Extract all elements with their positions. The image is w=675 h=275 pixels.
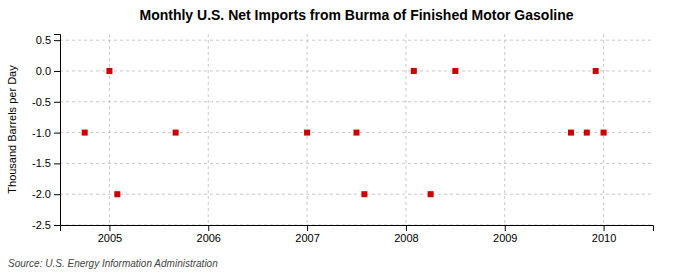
tick-label: 2007 [295,232,319,244]
tick-mark [109,225,110,231]
tick-mark [406,225,407,231]
x-axis: 2005 2006 2007 2008 2009 2010 [61,225,654,244]
tick: -1.5 [32,157,60,169]
grid-line [60,70,653,71]
tick-mark [208,225,209,231]
point [584,130,590,136]
point [568,130,574,136]
point [106,68,112,74]
grid-line [603,34,604,225]
grid-line [504,34,505,225]
tick-label: 0.0 [36,65,51,77]
tick: 0.0 [36,65,60,77]
grid-line [405,34,406,225]
points [82,68,607,197]
point [304,130,310,136]
tick-label: -1.5 [32,157,51,169]
grid-line [60,40,653,41]
grid-line [307,34,308,225]
tick-label: 2008 [394,232,418,244]
tick: -2.0 [32,188,60,200]
tick-mark [54,40,60,41]
tick-mark [54,133,60,134]
y-axis-title: Thousand Barrels per Day [6,65,18,194]
point [173,130,179,136]
point [361,191,367,197]
tick-label: 2009 [493,232,517,244]
y-axis: 0.5 0.0 -0.5 -1.0 -1.5 -2.0 -2.5 [32,34,60,231]
tick-label: 0.5 [36,34,51,46]
tick: 2007 [295,225,319,244]
tick-mark [54,194,60,195]
tick-label: -2.0 [32,188,51,200]
point [354,130,360,136]
tick: 2010 [592,225,616,244]
tick-mark [54,102,60,103]
tick-label: -2.5 [32,219,51,231]
tick: -1.0 [32,127,60,139]
point [114,191,120,197]
point [428,191,434,197]
grid-line [208,34,209,225]
tick-label: -0.5 [32,96,51,108]
plot: 2005 2006 2007 2008 2009 2010 0.5 0.0 -0.5 -1.0 -1… [32,34,653,244]
tick-label: 2010 [592,232,616,244]
tick: 0.5 [36,34,60,46]
tick-label: 2005 [98,232,122,244]
grid-line [60,163,653,164]
point [593,68,599,74]
tick-mark [307,225,308,231]
axis-line [61,226,654,232]
point [82,130,88,136]
grid [60,34,653,225]
tick: 2008 [394,225,418,244]
point [452,68,458,74]
tick: 2005 [98,225,122,244]
grid-line [109,34,110,225]
point [411,68,417,74]
tick-label: -1.0 [32,127,51,139]
axis-line [54,35,61,226]
tick-mark [604,225,605,231]
grid-line [60,194,653,195]
tick-mark [54,225,60,226]
tick-mark [54,163,60,164]
tick: -2.5 [32,219,60,231]
tick: 2009 [493,225,517,244]
tick: -0.5 [32,96,60,108]
tick-mark [505,225,506,231]
tick-label: 2006 [197,232,221,244]
grid-line [60,101,653,102]
tick: 2006 [197,225,221,244]
chart: 2005 2006 2007 2008 2009 2010 0.5 0.0 -0.5 -1.0 -1… [0,0,675,275]
source-note: Source: U.S. Energy Information Administ… [8,258,218,269]
tick-mark [54,71,60,72]
title: Monthly U.S. Net Imports from Burma of F… [139,7,573,23]
point [601,130,607,136]
